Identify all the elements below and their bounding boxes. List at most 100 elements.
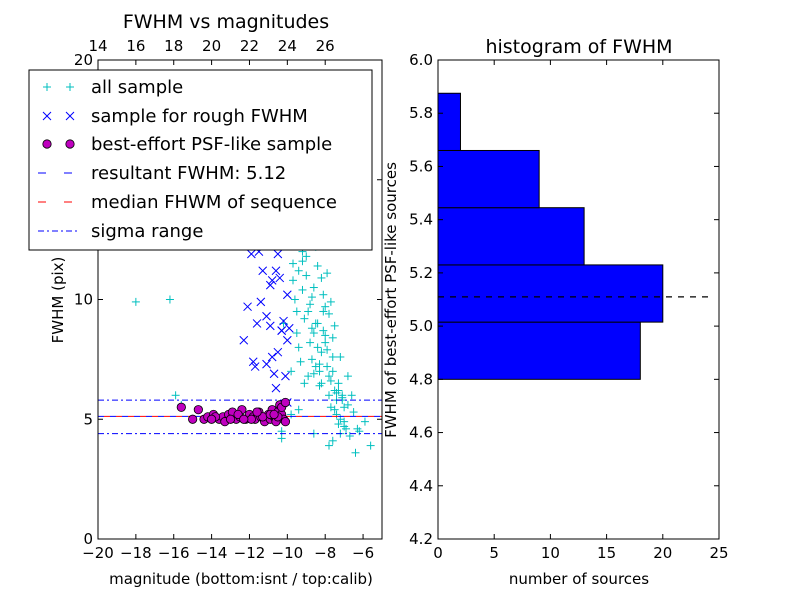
all-sample-point [302, 252, 311, 261]
x-mark-b [258, 266, 268, 276]
rough-sample-point [282, 290, 292, 300]
x-mark-b [262, 311, 271, 321]
psf-sample-point [207, 414, 217, 424]
x-tick-label: −14 [196, 544, 228, 562]
psf-sample-point [225, 414, 236, 424]
all-sample-point [307, 355, 316, 364]
all-sample-point [345, 432, 354, 441]
all-sample-point [343, 400, 352, 409]
psf-sample-point [280, 417, 291, 427]
rough-sample-point [265, 280, 275, 290]
rough-sample-point [258, 266, 268, 276]
psf-sample-point [193, 405, 203, 415]
x-mark-b [267, 352, 277, 362]
x-mark-b [284, 323, 294, 333]
hist-y-tick-label: 4.2 [409, 530, 433, 548]
rough-sample-point [247, 249, 256, 259]
hist-x-tick-label: 20 [653, 544, 672, 562]
all-sample-point [287, 367, 296, 376]
scatter-top-tick-group: 14 16 18 20 22 24 26 [88, 37, 335, 65]
all-sample-point [323, 269, 332, 278]
all-sample-point [319, 326, 328, 335]
top-tick-label: 16 [126, 37, 145, 55]
rough-sample-point [275, 273, 285, 283]
rough-sample-point [273, 347, 283, 357]
histogram-tick-group: 0 5 10 15 20 25 4.2 4.4 4.6 4.8 5.0 5.2 5.4 5.6 5.8 6.0 [409, 51, 728, 562]
all-sample-point [326, 376, 335, 385]
x-mark-b [248, 357, 258, 367]
all-sample-point [319, 307, 328, 316]
x-mark-b [250, 362, 260, 371]
x-tick-label: −6 [352, 544, 374, 562]
all-sample-point [306, 338, 315, 347]
all-sample-point [294, 343, 303, 352]
y-tick-label: 20 [74, 51, 93, 69]
scatter-y-axis-label: FWHM (pix) [49, 257, 67, 344]
hist-y-tick-label: 5.6 [409, 157, 433, 175]
psf-sample-point [246, 414, 256, 424]
hist-x-tick-label: 15 [597, 544, 616, 562]
all-sample-point [366, 441, 375, 450]
x-mark-b [279, 316, 288, 326]
all-sample-point [307, 293, 316, 302]
hist-y-tick-label: 6.0 [409, 51, 433, 69]
all-sample-point [321, 331, 330, 340]
all-sample-point [317, 348, 326, 357]
all-sample-point [307, 324, 316, 333]
rough-sample-point [262, 311, 271, 321]
rough-sample-point [277, 326, 287, 335]
x-mark-b [252, 319, 262, 328]
histogram-bar-group [437, 92, 664, 380]
all-sample-point [294, 266, 303, 275]
all-sample-point [324, 441, 333, 450]
scatter-legend: all sample sample for rough FWHM best-ef… [28, 69, 373, 251]
y-tick-label: 5 [83, 410, 93, 428]
scatter-x-axis-label: magnitude (bottom:isnt / top:calib) [109, 570, 373, 588]
all-sample-point [315, 360, 324, 369]
all-sample-point [328, 367, 337, 376]
x-mark-b [256, 297, 266, 307]
x-tick-label: −10 [272, 544, 304, 562]
rough-sample-point [262, 359, 271, 369]
histogram-y-axis-label: FWHM of best-effort PSF-like sources [382, 162, 400, 438]
all-sample-point [343, 372, 352, 381]
all-sample-point [319, 290, 328, 299]
legend-entry-rough-fwhm: sample for rough FWHM [91, 106, 308, 127]
legend-entry-resultant-fwhm: resultant FWHM: 5.12 [91, 163, 286, 184]
psf-sample-point [280, 397, 291, 408]
x-mark-b [273, 347, 283, 357]
all-sample-point [321, 338, 330, 347]
psf-sample-point [252, 407, 262, 417]
legend-marker-group [38, 83, 80, 232]
rough-sample-point [265, 321, 275, 331]
all-sample-point [289, 276, 298, 285]
rough-sample-point [252, 319, 262, 328]
rough-sample-point [267, 352, 277, 362]
all-sample-point [292, 329, 301, 338]
x-mark-b [239, 335, 249, 345]
x-mark-b [267, 275, 277, 285]
x-mark-b [271, 266, 281, 276]
all-sample-point [336, 352, 345, 361]
x-mark-b [265, 280, 275, 290]
top-tick-label: 24 [278, 37, 297, 55]
hist-y-tick-label: 5.4 [409, 211, 433, 229]
x-tick-label: −16 [158, 544, 190, 562]
hist-x-tick-label: 0 [433, 544, 443, 562]
all-sample-point [332, 388, 341, 397]
all-sample-point [309, 329, 318, 338]
legend-x-b [42, 111, 52, 121]
top-tick-label: 26 [316, 37, 335, 55]
all-sample-point [304, 372, 313, 381]
all-sample-point [171, 391, 180, 400]
legend-circle [42, 139, 52, 149]
all-sample-point [315, 381, 324, 390]
top-tick-label: 18 [164, 37, 183, 55]
psf-sample-point [269, 409, 279, 420]
all-sample-point [292, 307, 301, 316]
all-sample-point [321, 302, 330, 311]
all-sample-point [323, 362, 332, 371]
all-sample-point [298, 285, 307, 294]
histogram-bar [437, 207, 585, 266]
